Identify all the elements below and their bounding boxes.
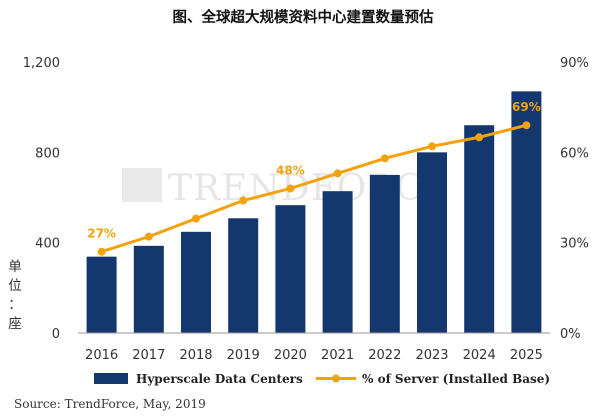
bars-layer [86,91,542,333]
y-tick-label: 1,200 [23,56,60,71]
y-axis-unit-char: ： [8,297,22,313]
y-axis-unit-char: 单 [8,259,22,275]
legend-label-line: % of Server (Installed Base) [362,372,550,386]
watermark-logo [122,168,162,202]
bar-2020 [275,205,306,333]
y-tick-label: 400 [35,237,60,252]
y-axis-unit-char: 座 [8,316,22,332]
line-point-2019 [239,196,248,205]
watermark: TRENDFORCE [122,168,451,209]
x-tick-label: 2024 [463,348,496,363]
data-label-2020: 48% [276,163,305,177]
y-axis-unit-label: 单位 ： 座 [8,259,22,332]
bar-2017 [133,245,164,333]
bar-2025 [511,91,542,333]
line-point-2025 [522,121,531,130]
chart-title: 图、全球超大规模资料中心建置数量预估 [172,10,434,26]
line-point-2018 [192,214,200,223]
line-point-2021 [333,169,342,178]
x-tick-label: 2020 [274,348,307,363]
line-layer: 27% 48% 69% [87,100,541,256]
line-point-2020 [286,184,295,193]
bar-2021 [322,191,353,333]
line-point-2016 [97,247,106,256]
legend: Hyperscale Data Centers % of Server (Inst… [94,372,550,386]
x-tick-label: 2021 [321,348,354,363]
bar-2022 [369,174,400,333]
line-point-2017 [144,232,153,241]
line-point-2023 [428,142,436,151]
x-tick-label: 2016 [85,348,118,363]
y2-tick-label: 90% [560,56,589,71]
y-tick-label: 0 [52,327,60,342]
bar-2023 [417,152,447,333]
y-tick-label: 800 [35,146,60,161]
bar-2019 [228,218,259,333]
bar-2016 [86,256,117,333]
y2-tick-label: 30% [560,237,589,252]
data-label-2016: 27% [87,227,116,241]
bar-2024 [464,125,495,333]
y2-tick-label: 0% [560,327,581,342]
watermark-text: TRENDFORCE [168,168,451,209]
server-share-line [101,123,527,254]
x-tick-label: 2022 [368,348,401,363]
legend-label-bars: Hyperscale Data Centers [136,372,303,386]
line-point-2024 [475,133,484,142]
x-tick-label: 2019 [227,348,260,363]
x-tick-label: 2018 [179,348,212,363]
source-note: Source: TrendForce, May, 2019 [14,397,206,411]
legend-swatch-bars [94,373,128,384]
y2-tick-label: 60% [560,146,589,161]
data-label-2025: 69% [512,100,541,114]
legend-swatch-marker [332,374,340,383]
x-tick-label: 2025 [510,348,543,363]
line-point-2022 [380,154,389,163]
y-axis-unit-char: 位 [8,278,22,294]
x-tick-label: 2023 [415,348,448,363]
axis-layer: 0 400 800 1,200 0% 30% 60% 90% 2016 2017 2018 2019 2… [23,56,589,363]
x-tick-label: 2017 [132,348,165,363]
bar-2018 [181,231,211,333]
